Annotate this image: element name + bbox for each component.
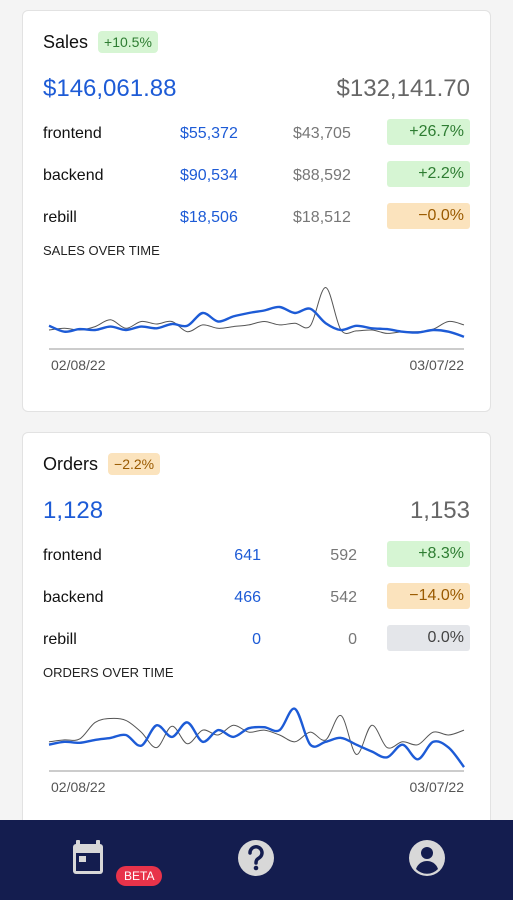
orders-change-badge: −2.2% [108,453,161,475]
calendar-icon [72,839,108,882]
orders-current-total: 1,128 [43,497,104,524]
orders-x-start-label: 02/08/22 [51,779,106,795]
row-change-badge: 0.0% [387,625,470,651]
nav-help[interactable] [206,820,306,900]
sales-x-start-label: 02/08/22 [51,357,106,373]
sales-current-series-line [48,305,465,338]
sales-previous-series-line [48,286,465,334]
sales-title-row: Sales +10.5% [43,31,158,53]
row-change-badge: −0.0% [387,203,470,229]
sales-previous-total: $132,141.70 [336,75,470,102]
row-change-badge: −14.0% [387,583,470,609]
row-label: frontend [43,547,102,564]
beta-badge: BETA [116,866,163,886]
row-current: 0 [252,631,261,648]
orders-chart-title: ORDERS OVER TIME [43,665,174,680]
sales-breakdown: frontend $55,372 $43,705 +26.7% backend … [43,115,470,241]
nav-calendar[interactable]: BETA [40,820,163,900]
row-previous: 592 [330,547,357,564]
row-previous: $43,705 [293,125,351,142]
sales-title: Sales [43,31,89,52]
row-current: $55,372 [180,125,238,142]
row-current: 641 [234,547,261,564]
orders-row-frontend: frontend 641 592 +8.3% [43,537,470,579]
orders-previous-series-line [48,715,465,755]
row-change-badge: +2.2% [387,161,470,187]
orders-title-row: Orders −2.2% [43,453,161,475]
orders-row-rebill: rebill 0 0 0.0% [43,621,470,663]
sales-card: Sales +10.5% $146,061.88 $132,141.70 fro… [22,10,491,412]
sales-row-rebill: rebill $18,506 $18,512 −0.0% [43,199,470,241]
row-change-badge: +26.7% [387,119,470,145]
row-change-badge: +8.3% [387,541,470,567]
row-current: $90,534 [180,167,238,184]
sales-current-total: $146,061.88 [43,75,177,102]
orders-current-series-line [48,707,465,768]
row-label: backend [43,167,104,184]
orders-x-end-label: 03/07/22 [409,779,465,795]
sales-row-backend: backend $90,534 $88,592 +2.2% [43,157,470,199]
row-previous: 542 [330,589,357,606]
help-icon [237,839,275,882]
nav-account[interactable] [377,820,477,900]
row-previous: 0 [348,631,357,648]
sales-change-badge: +10.5% [98,31,158,53]
sales-line-chart [48,286,465,350]
row-label: frontend [43,125,102,142]
sales-x-end-label: 03/07/22 [409,357,465,373]
bottom-nav: BETA [0,820,513,900]
row-label: backend [43,589,104,606]
orders-line-chart [48,707,465,772]
orders-breakdown: frontend 641 592 +8.3% backend 466 542 −… [43,537,470,663]
row-previous: $18,512 [293,209,351,226]
orders-title: Orders [43,453,99,474]
sales-chart-title: SALES OVER TIME [43,243,160,258]
account-icon [408,839,446,882]
orders-previous-total: 1,153 [409,497,470,524]
row-previous: $88,592 [293,167,351,184]
orders-row-backend: backend 466 542 −14.0% [43,579,470,621]
row-label: rebill [43,209,77,226]
sales-row-frontend: frontend $55,372 $43,705 +26.7% [43,115,470,157]
row-current: 466 [234,589,261,606]
orders-card: Orders −2.2% 1,128 1,153 frontend 641 59… [22,432,491,832]
row-label: rebill [43,631,77,648]
row-current: $18,506 [180,209,238,226]
